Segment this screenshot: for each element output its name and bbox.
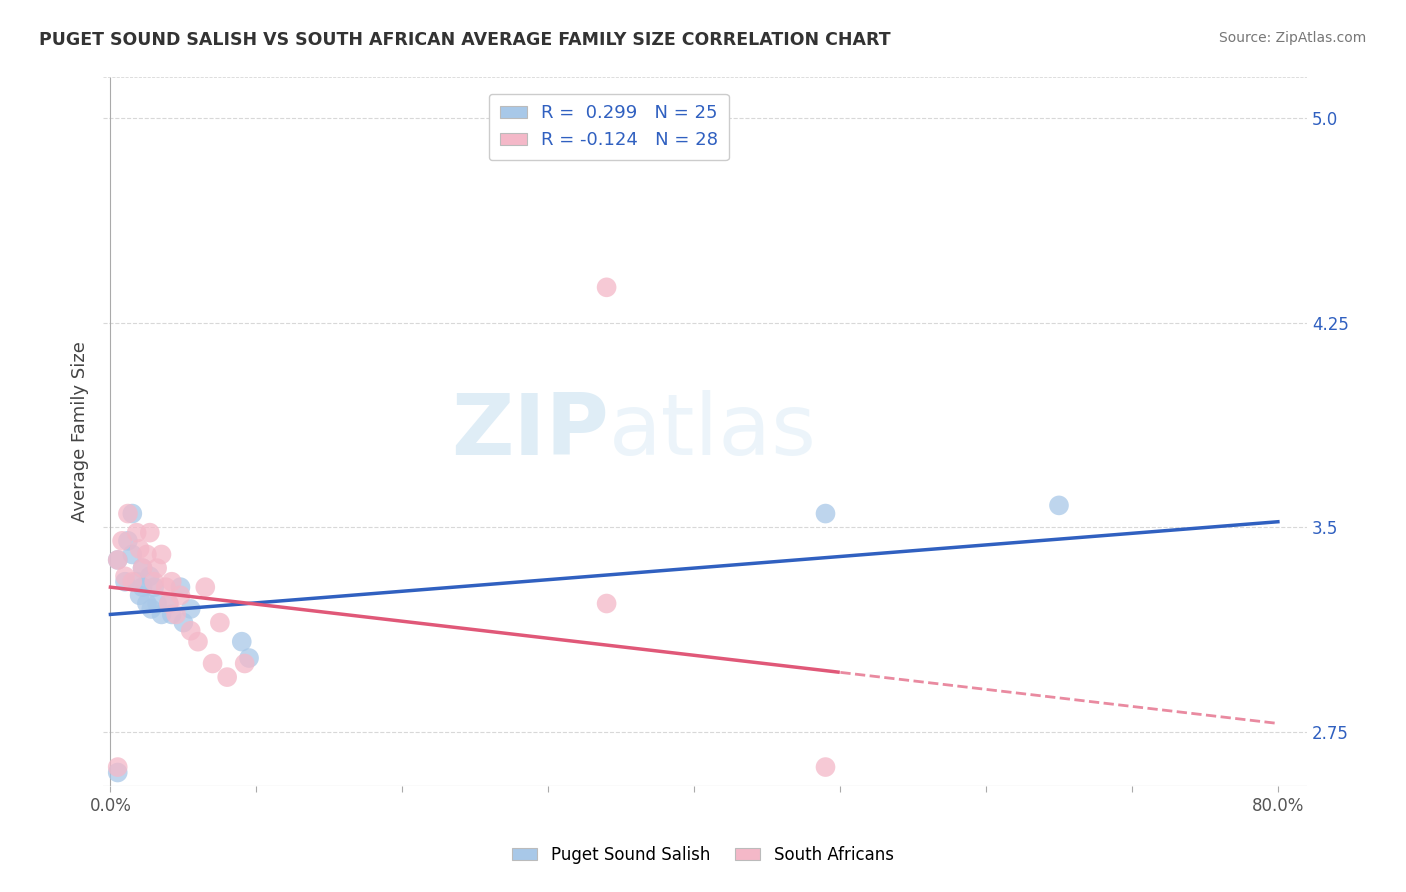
Y-axis label: Average Family Size: Average Family Size — [72, 342, 89, 522]
Point — [231, 634, 253, 648]
Point — [169, 588, 191, 602]
Point — [107, 553, 129, 567]
Point — [150, 548, 173, 562]
Point — [139, 525, 162, 540]
Point — [187, 634, 209, 648]
Point — [131, 561, 153, 575]
Point — [114, 569, 136, 583]
Point — [180, 624, 202, 638]
Point — [238, 651, 260, 665]
Point — [595, 597, 617, 611]
Point — [131, 580, 153, 594]
Point — [143, 580, 166, 594]
Point — [117, 533, 139, 548]
Point — [208, 615, 231, 630]
Point — [814, 507, 837, 521]
Point — [131, 561, 153, 575]
Point — [160, 574, 183, 589]
Point — [194, 580, 217, 594]
Point — [117, 507, 139, 521]
Point — [157, 597, 180, 611]
Point — [169, 580, 191, 594]
Point — [114, 574, 136, 589]
Point — [143, 574, 166, 589]
Point — [121, 507, 143, 521]
Point — [121, 548, 143, 562]
Point — [128, 588, 150, 602]
Point — [135, 597, 157, 611]
Point — [217, 670, 239, 684]
Point — [157, 597, 180, 611]
Point — [172, 615, 194, 630]
Point — [165, 607, 187, 622]
Point — [107, 760, 129, 774]
Text: atlas: atlas — [609, 391, 817, 474]
Point — [128, 541, 150, 556]
Point — [814, 760, 837, 774]
Point — [139, 569, 162, 583]
Point — [135, 548, 157, 562]
Text: ZIP: ZIP — [451, 391, 609, 474]
Point — [107, 553, 129, 567]
Point — [160, 607, 183, 622]
Point — [233, 657, 256, 671]
Text: Source: ZipAtlas.com: Source: ZipAtlas.com — [1219, 31, 1367, 45]
Point — [180, 602, 202, 616]
Point — [1047, 499, 1070, 513]
Point — [125, 525, 148, 540]
Point — [146, 597, 169, 611]
Point — [107, 765, 129, 780]
Point — [155, 580, 177, 594]
Legend: Puget Sound Salish, South Africans: Puget Sound Salish, South Africans — [506, 839, 900, 871]
Point — [595, 280, 617, 294]
Point — [146, 561, 169, 575]
Point — [201, 657, 224, 671]
Point — [125, 574, 148, 589]
Point — [150, 607, 173, 622]
Text: PUGET SOUND SALISH VS SOUTH AFRICAN AVERAGE FAMILY SIZE CORRELATION CHART: PUGET SOUND SALISH VS SOUTH AFRICAN AVER… — [39, 31, 891, 49]
Point — [121, 574, 143, 589]
Legend: R =  0.299   N = 25, R = -0.124   N = 28: R = 0.299 N = 25, R = -0.124 N = 28 — [489, 94, 728, 161]
Point — [111, 533, 134, 548]
Point — [141, 602, 163, 616]
